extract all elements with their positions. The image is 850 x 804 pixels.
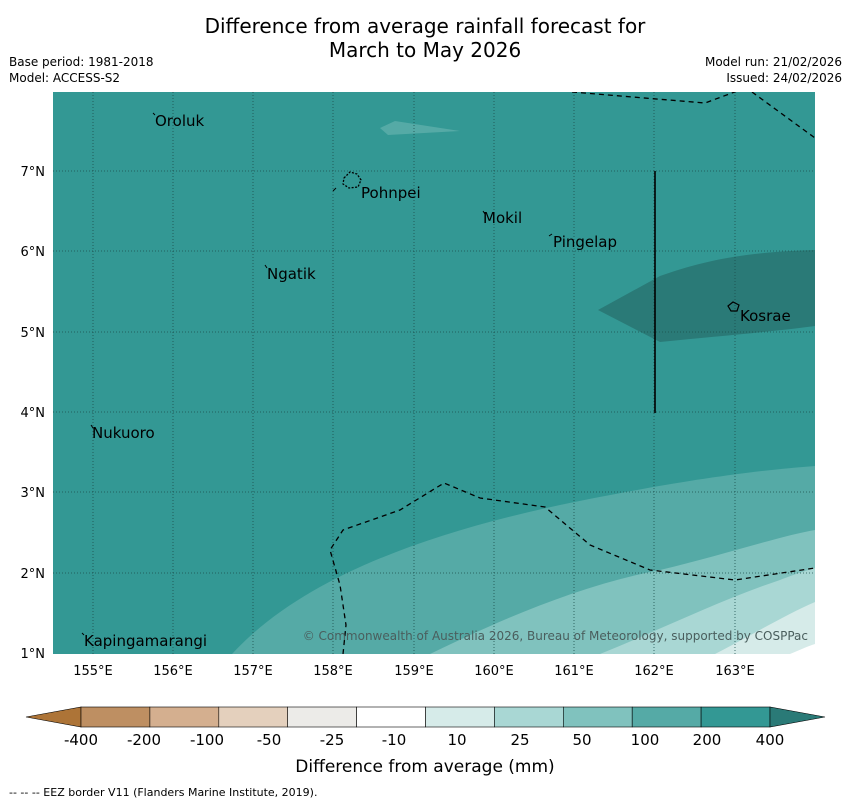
lat-label: 1°N [21,647,46,662]
legend-swatch [425,706,495,728]
legend-tick: -10 [382,731,407,749]
legend-tick: -100 [190,731,224,749]
lon-label: 160°E [474,664,514,679]
title-line-1: Difference from average rainfall forecas… [204,14,646,38]
place-oroluk: Oroluk [155,112,204,130]
legend-swatch [287,706,357,728]
lon-label: 162°E [634,664,674,679]
lat-label: 5°N [21,326,46,341]
legend-swatch [80,706,151,728]
lat-label: 7°N [21,165,46,180]
kosrae-island [727,301,740,312]
lon-label: 156°E [153,664,193,679]
place-ngatik: Ngatik [267,265,316,283]
lon-label: 159°E [394,664,434,679]
legend-arrow-low [25,706,82,728]
legend-arrow-high [769,706,826,728]
model-run: Model run: 21/02/2026 [704,55,842,69]
meta-left: Base period: 1981-2018 Model: ACCESS-S2 [9,54,154,86]
legend-swatch [218,706,289,728]
lon-label: 161°E [554,664,594,679]
issued-date: Issued: 24/02/2026 [726,71,842,85]
place-pohnpei: Pohnpei [361,184,421,202]
map-area [53,92,815,654]
lon-label: 163°E [715,664,755,679]
place-labels: Oroluk Pohnpei Mokil Pingelap Ngatik Kos… [84,112,791,650]
place-kosrae: Kosrae [740,307,791,325]
legend-title: Difference from average (mm) [295,757,554,777]
contour-above-400 [598,250,815,342]
gridlines [53,92,815,654]
legend-tick: 50 [572,731,591,749]
lat-label: 2°N [21,567,46,582]
legend-tick: 25 [510,731,529,749]
legend-tick-labels: -400 -200 -100 -50 -25 -10 10 25 50 100 … [64,731,784,749]
model-name: Model: ACCESS-S2 [9,71,121,85]
lat-label: 4°N [21,406,46,421]
legend-tick: -400 [64,731,98,749]
legend-tick: 400 [756,731,785,749]
legend-tick: 100 [631,731,660,749]
legend-swatch [149,706,220,728]
longitude-labels: 155°E 156°E 157°E 158°E 159°E 160°E 161°… [73,664,755,679]
atoll-ticks [81,112,553,636]
chart-title: Difference from average rainfall forecas… [0,14,850,62]
lon-label: 157°E [233,664,273,679]
copyright-notice: © Commonwealth of Australia 2026, Bureau… [303,629,808,643]
base-period: Base period: 1981-2018 [9,55,154,69]
legend-tick: -25 [320,731,345,749]
lat-label: 6°N [21,245,46,260]
legend-swatch [356,706,426,728]
legend-tick: -200 [127,731,161,749]
legend-swatch [494,706,564,728]
place-kapingamarangi: Kapingamarangi [84,632,207,650]
legend-tick: -50 [257,731,282,749]
title-line-2: March to May 2026 [328,38,522,62]
eez-borders [329,92,815,654]
lon-label: 158°E [313,664,353,679]
pohnpei-island [342,171,362,189]
legend-tick: 10 [447,731,466,749]
contour-patch-north [380,121,460,135]
ant-atoll [332,187,337,192]
legend-colorbar [25,706,826,728]
eez-footnote: -- -- -- EEZ border V11 (Flanders Marine… [9,786,318,799]
legend-swatch [631,706,702,728]
meta-right: Model run: 21/02/2026 Issued: 24/02/2026 [705,54,842,86]
place-pingelap: Pingelap [553,233,617,251]
legend-swatch [700,706,771,728]
place-mokil: Mokil [483,209,522,227]
lon-label: 155°E [73,664,113,679]
latitude-labels: 7°N 6°N 5°N 4°N 3°N 2°N 1°N [21,165,46,662]
lat-label: 3°N [21,486,46,501]
legend-swatch [562,706,633,728]
place-nukuoro: Nukuoro [92,424,155,442]
contour-below-10 [790,644,815,654]
legend-tick: 200 [693,731,722,749]
contour-10-25 [715,602,815,654]
